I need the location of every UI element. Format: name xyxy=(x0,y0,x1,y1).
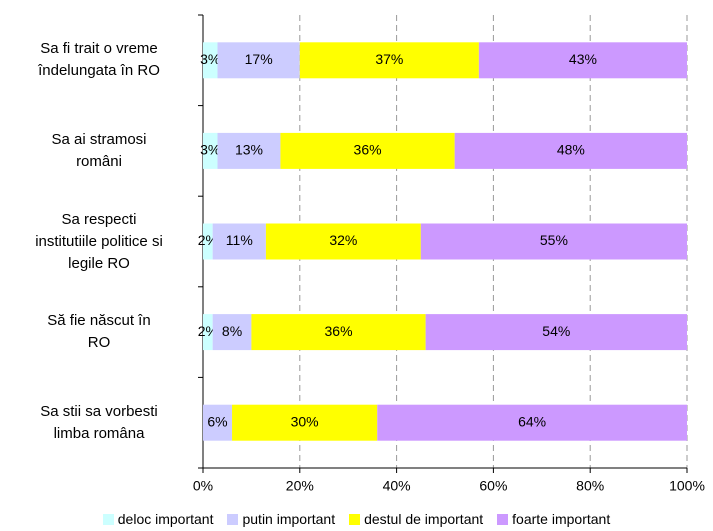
data-label: 36% xyxy=(354,142,382,158)
bar-segment xyxy=(203,404,233,441)
bar-segment xyxy=(251,314,426,351)
bar-segment xyxy=(454,132,687,169)
bar-segment xyxy=(280,132,455,169)
data-label: 32% xyxy=(329,232,357,248)
bar-segment xyxy=(420,223,687,260)
legend-swatch xyxy=(102,513,114,525)
x-tick-label: 100% xyxy=(669,478,705,494)
bar-segment xyxy=(217,132,281,169)
legend-label: deloc important xyxy=(117,511,214,527)
bar-segment xyxy=(217,42,300,79)
data-label: 43% xyxy=(569,51,597,67)
bar-segment xyxy=(232,404,378,441)
legend-label: destul de important xyxy=(364,511,484,527)
bar-segment xyxy=(265,223,421,260)
category-label: Sa respecti institutiile politice si leg… xyxy=(35,210,163,272)
x-tick-label: 60% xyxy=(479,478,507,494)
data-label: 8% xyxy=(222,323,242,339)
category-label: Sa stii sa vorbesti limba româna xyxy=(40,402,158,442)
bar-segment xyxy=(425,314,687,351)
legend-swatch xyxy=(227,513,239,525)
x-tick-label: 0% xyxy=(193,478,213,494)
legend-item: putin important xyxy=(227,511,335,527)
bar-segment xyxy=(203,132,218,169)
x-tick-label: 40% xyxy=(383,478,411,494)
bar-segment xyxy=(203,314,213,351)
data-label: 11% xyxy=(226,232,253,248)
data-label: 13% xyxy=(235,142,263,158)
category-label: Să fie născut în RO xyxy=(47,312,151,352)
data-label: 54% xyxy=(542,323,570,339)
bar-segment xyxy=(203,42,218,79)
data-label: 36% xyxy=(325,323,353,339)
bar-segment xyxy=(203,223,213,260)
legend-item: destul de important xyxy=(349,511,483,527)
data-label: 3% xyxy=(200,142,220,158)
bar-segment xyxy=(377,404,687,441)
category-label: Sa ai stramosi români xyxy=(51,130,147,170)
legend-label: putin important xyxy=(242,511,336,527)
data-label: 30% xyxy=(291,413,319,429)
data-label: 3% xyxy=(200,51,220,67)
legend-label: foarte important xyxy=(512,511,611,527)
bar-segment xyxy=(299,42,479,79)
bar-segment xyxy=(212,223,266,260)
data-label: 17% xyxy=(245,51,273,67)
category-label: Sa fi trait o vreme îndelungata în RO xyxy=(38,40,160,80)
legend-swatch xyxy=(349,513,361,525)
legend-item: foarte important xyxy=(497,511,610,527)
bar-segment xyxy=(212,314,252,351)
data-label: 37% xyxy=(375,51,403,67)
legend-swatch xyxy=(497,513,509,525)
data-label: 55% xyxy=(540,232,568,248)
x-tick-label: 80% xyxy=(576,478,604,494)
data-label: 64% xyxy=(518,413,546,429)
bar-segment xyxy=(478,42,687,79)
data-label: 6% xyxy=(207,413,227,429)
data-label: 48% xyxy=(557,142,585,158)
legend: deloc important putin important destul de … xyxy=(0,511,713,527)
x-tick-label: 20% xyxy=(286,478,314,494)
legend-item: deloc important xyxy=(102,511,214,527)
